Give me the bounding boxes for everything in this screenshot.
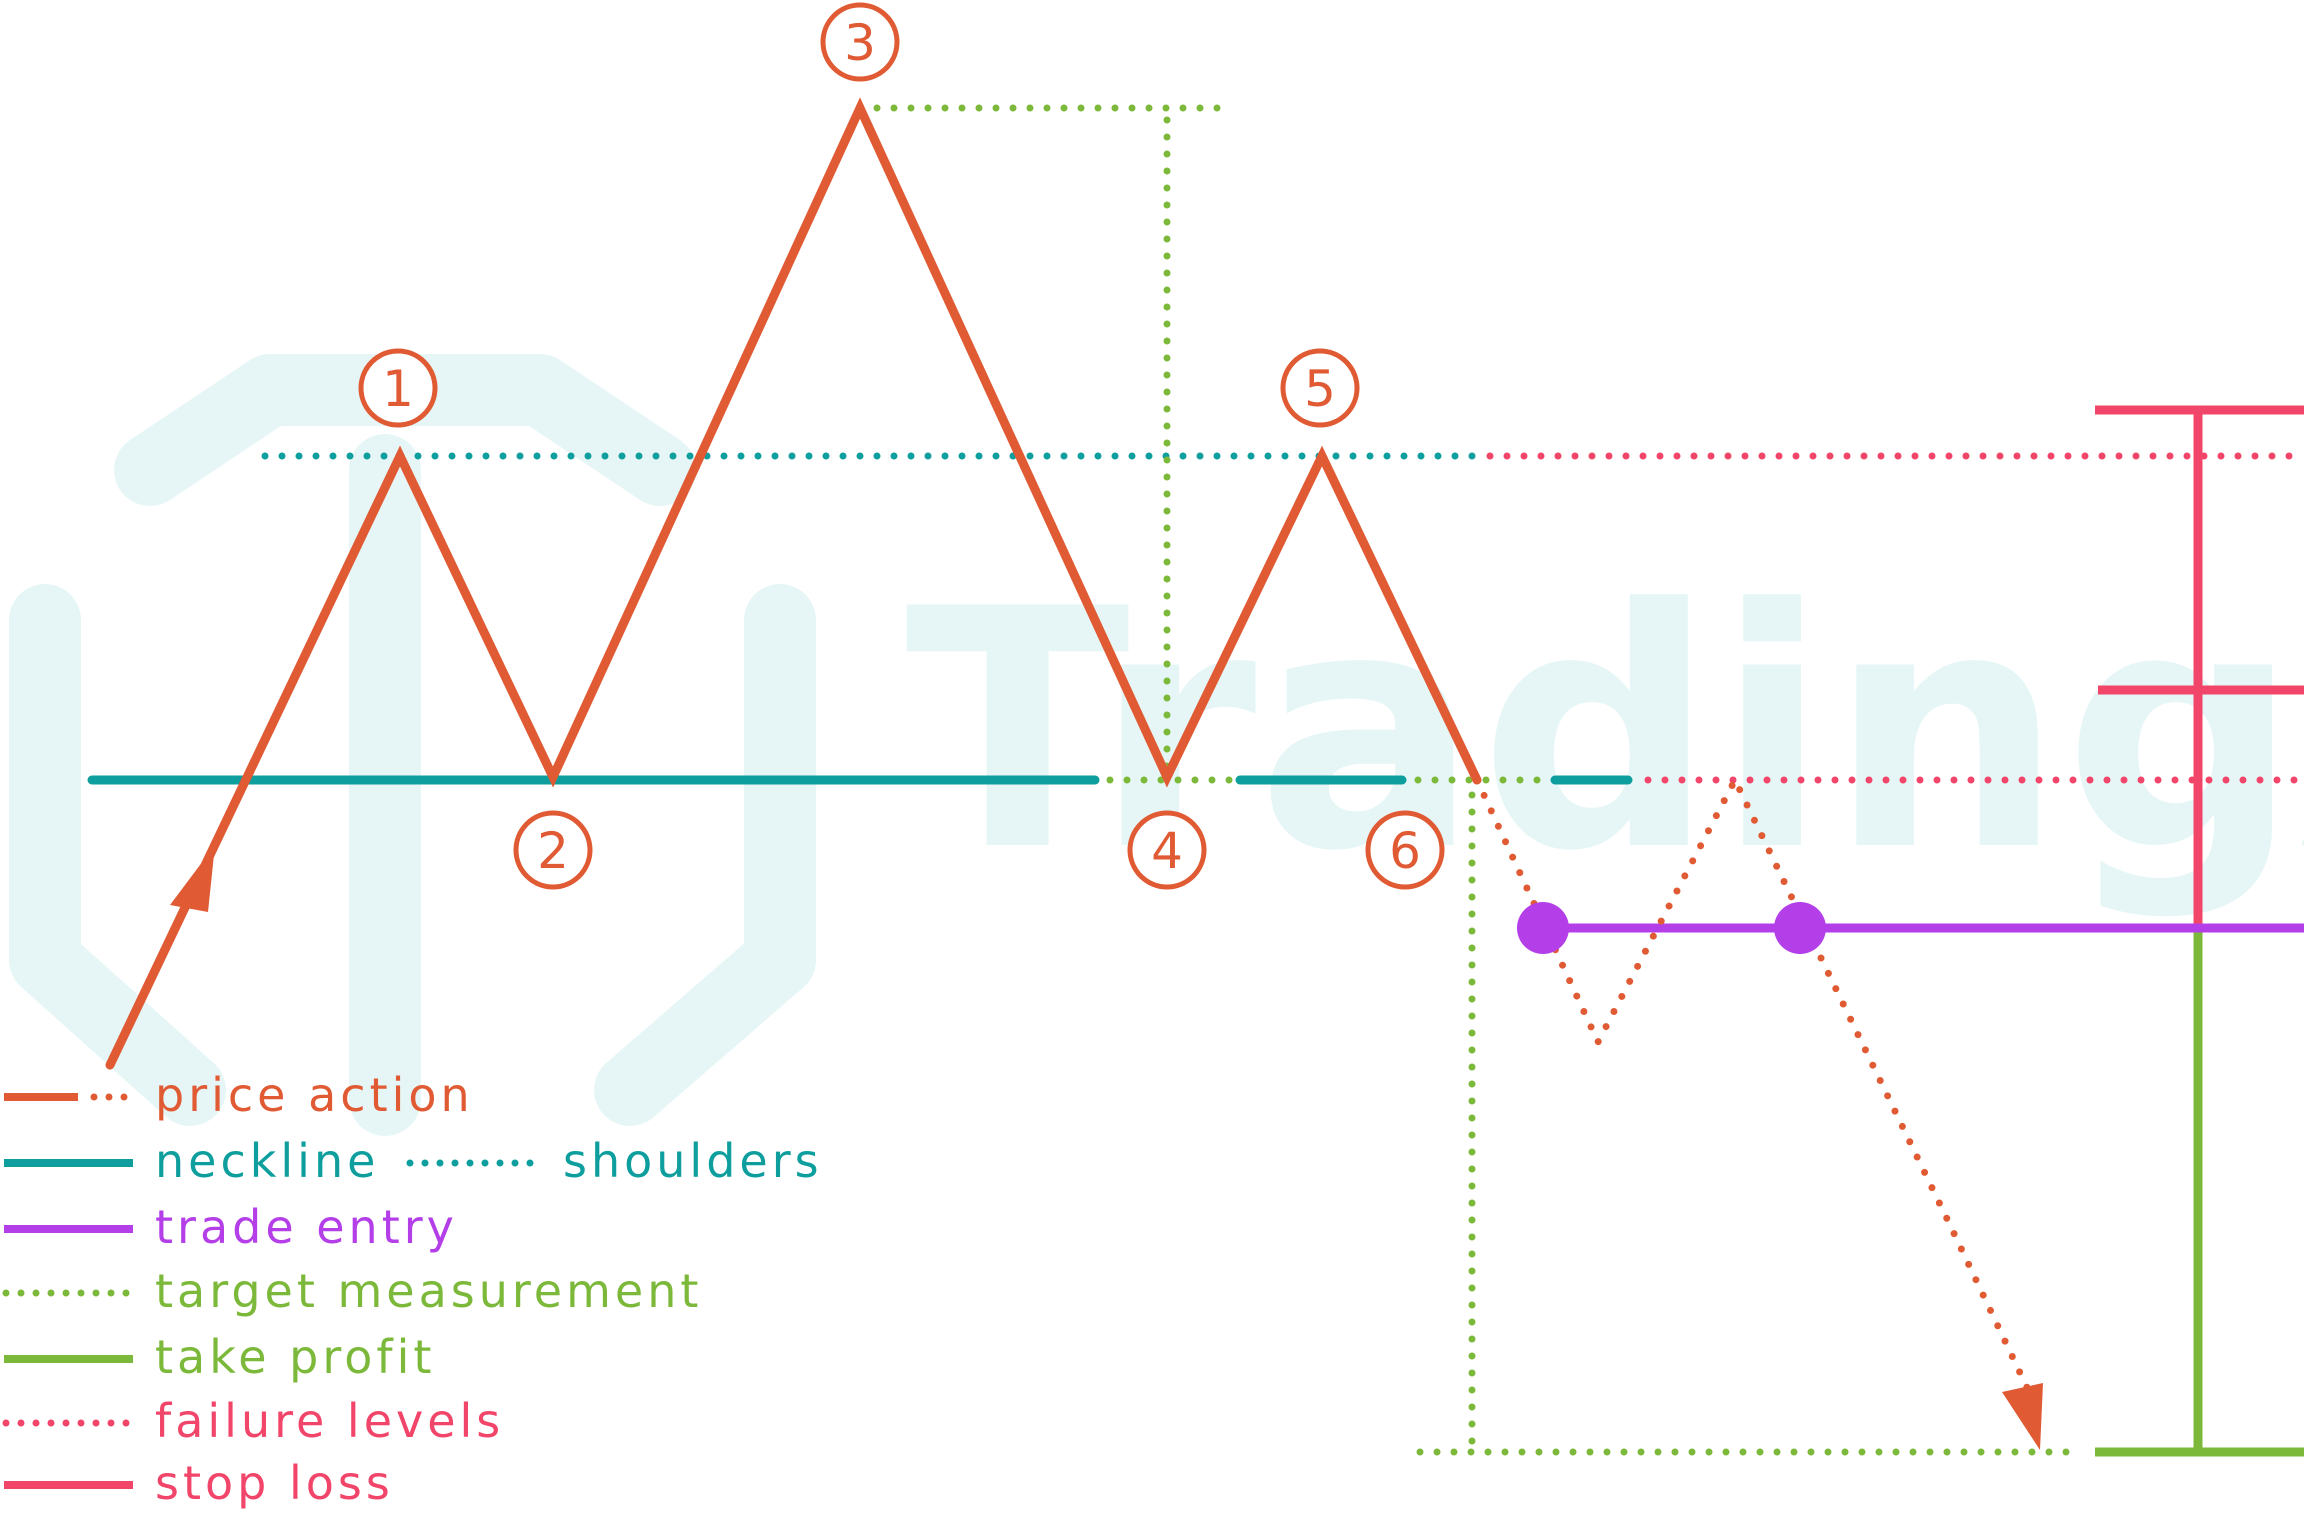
legend-stop-loss: stop loss (4, 1456, 394, 1510)
legend-label: trade entry (155, 1200, 458, 1254)
watermark-logo-right (594, 584, 816, 1126)
stop-loss-bracket (2095, 405, 2304, 928)
legend-trade-entry: trade entry (4, 1200, 458, 1254)
legend-label: stop loss (155, 1456, 394, 1510)
point-marker-ring (820, 2, 900, 82)
point-label: 4 (1151, 822, 1183, 880)
entry-point (1517, 902, 1569, 954)
point-marker-ring (358, 348, 438, 428)
point-label: 6 (1389, 822, 1421, 880)
point-label: 1 (382, 360, 414, 418)
point-marker-5: 5 (1280, 348, 1360, 428)
watermark-logo-left (9, 584, 226, 1126)
legend-target-measurement: target measurement (2, 1264, 702, 1318)
end-arrow-icon (2002, 1383, 2043, 1450)
legend-label: target measurement (155, 1264, 702, 1318)
price-action-path (105, 97, 1482, 1070)
legend-label: price action (155, 1068, 474, 1122)
target-measurement (856, 104, 2074, 1456)
point-label: 2 (537, 822, 569, 880)
legend-label: shoulders (563, 1134, 823, 1188)
legend: price action neckline shoulders trade en… (2, 1068, 823, 1510)
point-marker-ring (1127, 810, 1207, 890)
legend-label: take profit (155, 1330, 435, 1384)
start-arrow-icon (170, 845, 215, 912)
point-marker-3: 3 (820, 2, 900, 82)
legend-take-profit: take profit (4, 1330, 435, 1384)
legend-label: neckline (155, 1134, 379, 1188)
point-marker-ring (1365, 810, 1445, 890)
legend-price-action: price action (4, 1068, 474, 1122)
point-label: 3 (844, 14, 876, 72)
watermark-text: TradingAxe (905, 539, 2304, 923)
point-marker-2: 2 (513, 810, 593, 890)
point-marker-ring (513, 810, 593, 890)
point-label: 5 (1304, 360, 1336, 418)
point-marker-6: 6 (1365, 810, 1445, 890)
legend-neckline-shoulders: neckline shoulders (4, 1134, 823, 1188)
entry-point (1774, 902, 1826, 954)
take-profit (2095, 928, 2304, 1457)
point-marker-4: 4 (1127, 810, 1207, 890)
point-marker-1: 1 (358, 348, 438, 428)
legend-label: failure levels (155, 1394, 504, 1448)
point-marker-ring (1280, 348, 1360, 428)
legend-failure-levels: failure levels (2, 1394, 504, 1448)
watermark-logo (9, 354, 816, 1136)
